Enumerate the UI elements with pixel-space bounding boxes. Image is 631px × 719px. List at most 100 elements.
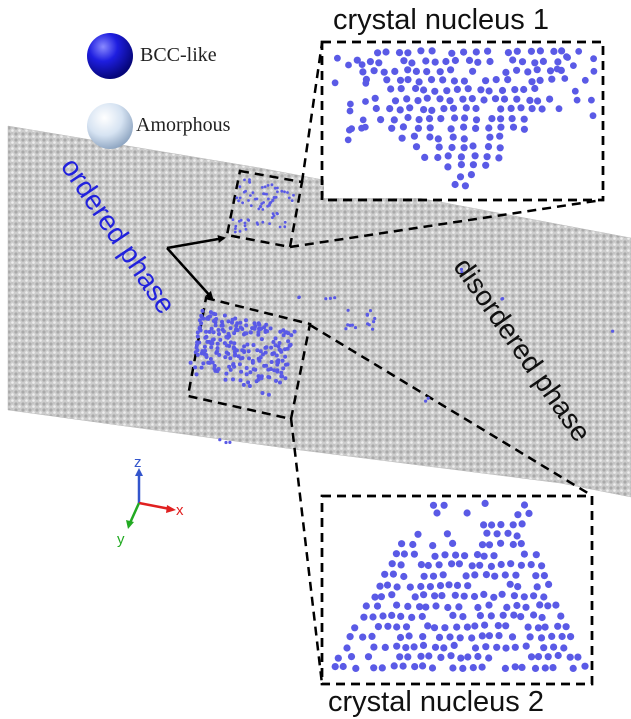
bcc-atom bbox=[361, 123, 369, 131]
bcc-atom bbox=[333, 296, 337, 300]
bcc-atom bbox=[270, 183, 274, 187]
bcc-atom bbox=[331, 663, 339, 671]
bcc-atom bbox=[574, 653, 582, 661]
bcc-atom bbox=[590, 55, 597, 63]
bcc-atom bbox=[491, 572, 499, 580]
bcc-atom bbox=[193, 365, 198, 370]
bcc-atom bbox=[471, 152, 479, 160]
bcc-atom bbox=[399, 123, 407, 131]
bcc-atom bbox=[373, 316, 377, 321]
bcc-atom bbox=[414, 530, 422, 538]
bcc-atom bbox=[284, 330, 289, 335]
bcc-atom bbox=[242, 332, 247, 337]
bcc-atom bbox=[211, 330, 216, 335]
bcc-atom bbox=[439, 571, 447, 579]
bcc-atom bbox=[436, 68, 444, 76]
bcc-atom bbox=[366, 58, 374, 66]
bcc-atom bbox=[449, 104, 458, 112]
bcc-atom bbox=[435, 633, 444, 642]
bcc-atom bbox=[541, 623, 549, 631]
bcc-atom bbox=[244, 227, 248, 231]
bcc-atom bbox=[236, 354, 241, 359]
bcc-atom bbox=[420, 591, 428, 599]
bcc-atom bbox=[472, 116, 481, 124]
bcc-atom bbox=[396, 633, 405, 642]
bcc-atom bbox=[373, 602, 382, 610]
nucleus1-title: crystal nucleus 1 bbox=[333, 4, 549, 36]
bcc-atom bbox=[469, 142, 477, 150]
bcc-atom bbox=[421, 153, 429, 161]
bcc-atom bbox=[348, 323, 352, 327]
bcc-atom bbox=[334, 654, 342, 662]
bcc-atom bbox=[531, 664, 540, 673]
bcc-atom bbox=[240, 327, 245, 331]
bcc-atom bbox=[412, 84, 420, 93]
bcc-atom bbox=[417, 561, 425, 569]
bcc-atom bbox=[522, 642, 530, 650]
bcc-atom bbox=[452, 551, 460, 559]
bcc-atom bbox=[377, 116, 385, 124]
bcc-atom bbox=[417, 582, 425, 591]
bcc-atom bbox=[534, 653, 543, 661]
bcc-atom bbox=[522, 603, 530, 611]
bcc-atom bbox=[388, 591, 396, 599]
bcc-atom bbox=[431, 643, 440, 651]
bcc-atom bbox=[359, 116, 367, 124]
bcc-atom bbox=[382, 48, 390, 56]
bcc-atom bbox=[553, 65, 561, 73]
bcc-atom bbox=[395, 49, 404, 57]
bcc-atom bbox=[262, 363, 267, 368]
bcc-atom bbox=[464, 85, 472, 93]
bcc-atom bbox=[485, 632, 493, 640]
bcc-atom bbox=[487, 612, 495, 620]
bcc-atom bbox=[215, 341, 220, 346]
bcc-atom bbox=[391, 67, 399, 75]
bcc-atom bbox=[278, 380, 282, 385]
bcc-atom bbox=[560, 644, 568, 652]
bcc-atom bbox=[419, 633, 427, 641]
bcc-atom bbox=[365, 312, 369, 316]
bcc-atom bbox=[531, 59, 539, 67]
bcc-atom bbox=[371, 593, 379, 601]
bcc-atom bbox=[204, 334, 209, 339]
bcc-atom bbox=[362, 79, 370, 87]
bcc-atom bbox=[414, 97, 422, 105]
bcc-atom bbox=[377, 593, 385, 601]
bcc-atom bbox=[251, 343, 256, 347]
bcc-atom bbox=[490, 593, 498, 601]
bcc-atom bbox=[400, 572, 408, 581]
bcc-atom bbox=[269, 345, 274, 350]
bcc-atom bbox=[540, 644, 548, 652]
bcc-atom bbox=[244, 323, 249, 328]
bcc-atom bbox=[230, 320, 234, 325]
bcc-atom bbox=[383, 581, 392, 589]
bcc-atom bbox=[439, 76, 447, 84]
bcc-atom bbox=[346, 323, 350, 327]
bcc-atom bbox=[550, 47, 558, 56]
bcc-atom bbox=[420, 86, 428, 94]
bcc-atom bbox=[275, 362, 280, 367]
bcc-atom bbox=[197, 326, 202, 331]
bcc-atom bbox=[287, 196, 291, 200]
bcc-atom bbox=[526, 96, 534, 104]
bcc-atom bbox=[546, 95, 554, 103]
bcc-atom bbox=[206, 360, 211, 365]
bcc-atom bbox=[370, 664, 378, 672]
bcc-atom bbox=[570, 62, 577, 69]
bcc-atom bbox=[482, 77, 490, 85]
bcc-atom bbox=[328, 296, 332, 300]
bcc-atom bbox=[259, 337, 264, 342]
bcc-atom bbox=[399, 662, 407, 670]
bcc-atom bbox=[224, 440, 228, 445]
bcc-atom bbox=[449, 133, 457, 141]
bcc-atom bbox=[520, 593, 528, 601]
bcc-atom bbox=[581, 662, 589, 670]
bcc-atom bbox=[274, 353, 279, 358]
bcc-atom bbox=[331, 79, 339, 87]
bcc-atom bbox=[530, 611, 538, 619]
bcc-atom bbox=[533, 66, 541, 74]
nucleus1-inset-atoms bbox=[331, 47, 598, 190]
bcc-atom bbox=[459, 95, 467, 103]
bcc-atom bbox=[493, 643, 501, 651]
